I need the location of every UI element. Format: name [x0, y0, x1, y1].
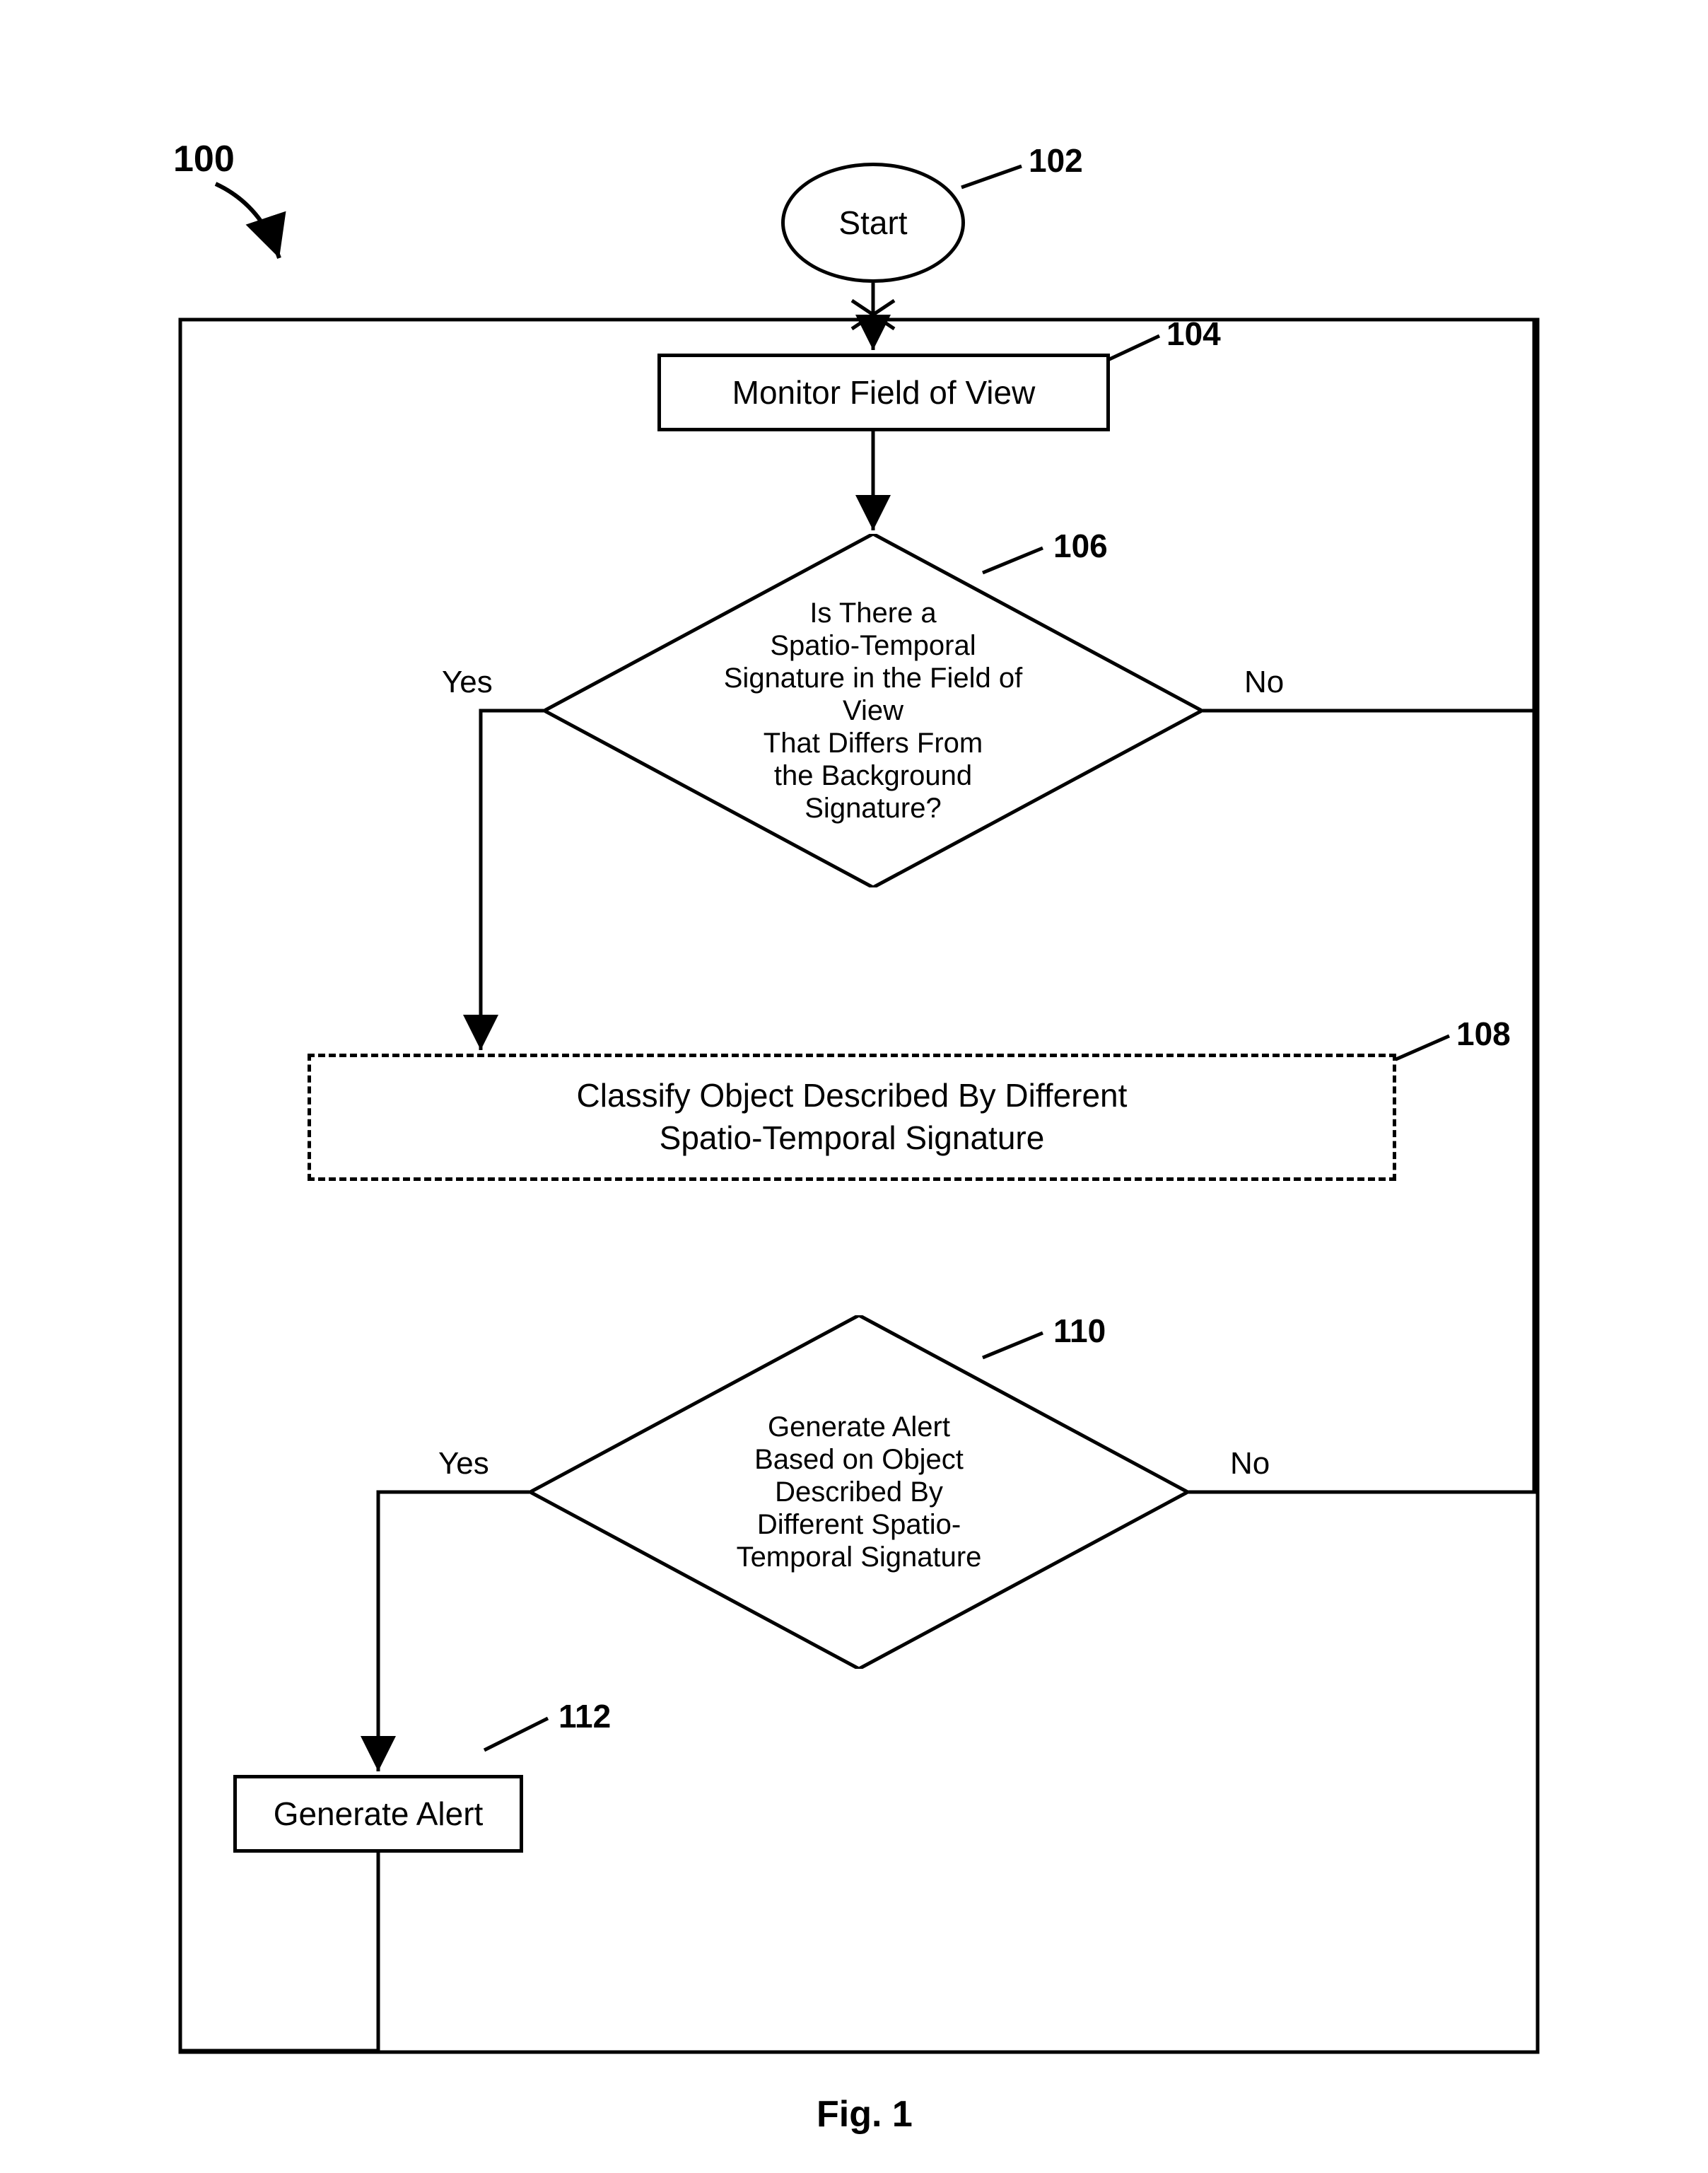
decision1-node: Is There a Spatio-Temporal Signature in …: [544, 534, 1202, 887]
ref-110: 110: [1053, 1312, 1106, 1350]
decision1-yes: Yes: [442, 665, 493, 700]
ref-108: 108: [1456, 1015, 1511, 1053]
monitor-node: Monitor Field of View: [657, 354, 1110, 431]
decision1-no: No: [1244, 665, 1284, 700]
alert-label: Generate Alert: [274, 1795, 484, 1833]
figure-caption: Fig. 1: [817, 2093, 913, 2136]
monitor-label: Monitor Field of View: [732, 373, 1036, 412]
classify-node: Classify Object Described By Different S…: [308, 1054, 1396, 1181]
decision2-label: Generate Alert Based on Object Described…: [675, 1411, 1043, 1573]
ref-102: 102: [1029, 141, 1083, 180]
ref-106: 106: [1053, 527, 1108, 565]
start-node: Start: [781, 163, 965, 283]
ref-112: 112: [558, 1697, 611, 1735]
start-label: Start: [838, 204, 907, 242]
alert-node: Generate Alert: [233, 1775, 523, 1853]
decision1-label: Is There a Spatio-Temporal Signature in …: [661, 597, 1085, 825]
ref-100: 100: [173, 138, 235, 180]
decision2-no: No: [1230, 1446, 1270, 1481]
decision2-yes: Yes: [438, 1446, 489, 1481]
classify-label: Classify Object Described By Different S…: [577, 1075, 1128, 1160]
flowchart-canvas: 100 Start 102 Monitor Field of View 104 …: [0, 0, 1708, 2173]
ref-104: 104: [1166, 315, 1221, 353]
decision2-node: Generate Alert Based on Object Described…: [530, 1315, 1188, 1669]
